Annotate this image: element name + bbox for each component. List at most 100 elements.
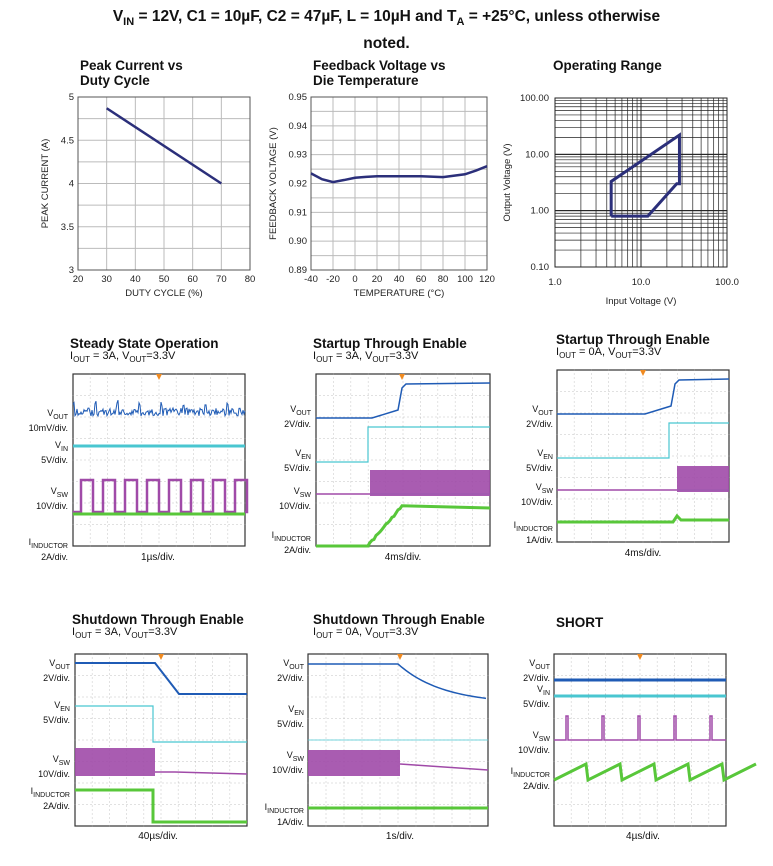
grid-dot — [605, 761, 607, 762]
grid-dot — [708, 689, 710, 691]
grid-dot — [143, 793, 145, 795]
grid-dot — [216, 459, 218, 461]
grid-dot — [433, 797, 435, 799]
grid-dot — [689, 718, 691, 719]
grid-dot — [427, 416, 429, 418]
grid-dot — [350, 453, 352, 455]
grid-dot — [399, 718, 401, 719]
grid-dot — [624, 434, 626, 435]
grid-dot — [138, 739, 140, 741]
grid-dot — [158, 449, 160, 451]
grid-dot — [691, 673, 692, 675]
grid-dot — [210, 377, 212, 379]
grid-dot — [347, 438, 349, 439]
grid-dot — [648, 434, 650, 435]
grid-dot — [711, 381, 713, 383]
grid-dot — [158, 385, 160, 387]
grid-dot — [403, 718, 405, 719]
grid-dot — [148, 416, 150, 418]
grid-dot — [222, 804, 224, 805]
grid-dot — [455, 438, 457, 439]
grid-dot — [402, 417, 404, 419]
y-tick-label: 4.5 — [61, 135, 74, 146]
grid-dot — [637, 782, 639, 784]
grid-dot — [383, 675, 385, 676]
grid-dot — [212, 653, 214, 655]
grid-dot — [227, 429, 229, 431]
grid-dot — [397, 733, 399, 735]
grid-dot — [210, 393, 212, 395]
grid-dot — [433, 805, 435, 807]
grid-dot — [433, 793, 435, 795]
grid-dot — [177, 761, 179, 763]
grid-dot — [124, 525, 125, 527]
grid-dot — [608, 417, 609, 419]
grid-dot — [351, 395, 353, 396]
grid-dot — [402, 449, 404, 451]
grid-dot — [204, 502, 206, 504]
grid-dot — [325, 821, 327, 823]
grid-dot — [691, 705, 692, 707]
grid-dot — [385, 445, 386, 447]
grid-dot — [175, 413, 177, 415]
grid-dot — [622, 733, 624, 735]
grid-dot — [126, 709, 127, 711]
grid-dot — [178, 761, 180, 762]
grid-dot — [387, 438, 389, 439]
grid-dot — [605, 805, 606, 807]
grid-dot — [208, 502, 210, 504]
grid-dot — [622, 689, 624, 691]
grid-dot — [617, 782, 619, 784]
grid-dot — [120, 416, 122, 418]
grid-dot — [107, 405, 108, 407]
grid-dot — [588, 669, 589, 671]
grid-dot — [601, 675, 603, 676]
grid-dot — [92, 438, 94, 439]
grid-dot — [628, 434, 630, 435]
grid-dot — [325, 733, 327, 735]
grid-dot — [228, 481, 230, 482]
grid-dot — [104, 416, 106, 418]
grid-dot — [80, 395, 82, 396]
grid-dot — [694, 541, 695, 543]
grid-dot — [433, 725, 435, 727]
grid-dot — [591, 433, 592, 435]
grid-dot — [109, 685, 110, 687]
grid-dot — [188, 416, 190, 418]
grid-dot — [415, 689, 417, 691]
grid-dot — [210, 739, 212, 741]
grid-dot — [479, 804, 481, 805]
grid-dot — [156, 481, 158, 482]
grid-dot — [216, 481, 218, 482]
grid-dot — [597, 804, 599, 805]
grid-dot — [431, 782, 433, 784]
grid-dot — [622, 673, 624, 675]
grid-dot — [415, 769, 417, 771]
grid-dot — [674, 697, 675, 699]
grid-dot — [691, 801, 692, 803]
grid-dot — [420, 529, 421, 531]
grid-dot — [708, 789, 710, 791]
grid-dot — [244, 524, 246, 525]
scope-frame — [74, 653, 248, 827]
grid-dot — [331, 438, 333, 439]
grid-dot — [227, 413, 229, 415]
grid-dot — [605, 825, 606, 827]
grid-dot — [383, 416, 385, 418]
grid-dot — [229, 665, 231, 667]
grid-dot — [363, 696, 365, 698]
grid-dot — [236, 416, 238, 418]
grid-dot — [591, 505, 592, 507]
grid-dot — [454, 373, 456, 375]
grid-dot — [469, 801, 471, 803]
grid-dot — [580, 412, 582, 414]
grid-dot — [333, 425, 334, 427]
grid-dot — [124, 438, 126, 439]
channel-label: VOUT 2V/div. — [523, 658, 550, 683]
grid-dot — [720, 412, 722, 414]
grid-dot — [455, 761, 457, 762]
grid-dot — [709, 804, 711, 805]
grid-dot — [194, 782, 196, 784]
grid-dot — [175, 469, 177, 471]
grid-dot — [160, 524, 162, 525]
